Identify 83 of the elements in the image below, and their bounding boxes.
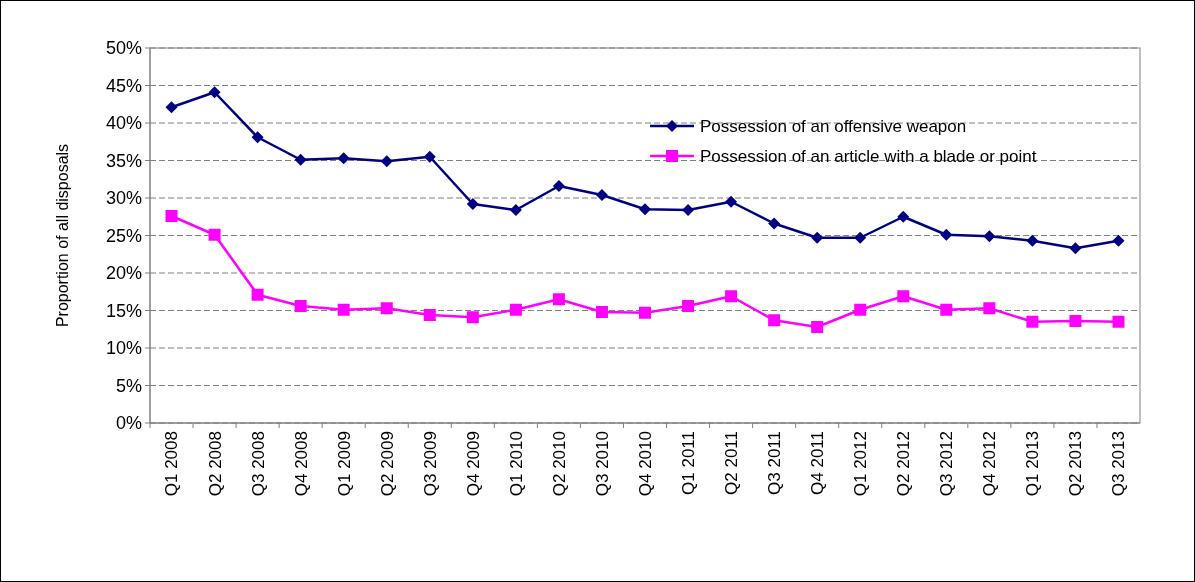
x-tick-label: Q2 2008 <box>205 431 225 497</box>
y-tick-label: 35% <box>105 150 142 171</box>
x-tick-label: Q3 2011 <box>765 431 785 495</box>
x-tick-label: Q1 2013 <box>1023 431 1043 497</box>
y-tick-label: 15% <box>105 300 142 321</box>
x-tick-label: Q4 2012 <box>980 431 1000 497</box>
point <box>595 189 608 201</box>
point <box>854 303 867 316</box>
x-tick-label: Q3 2013 <box>1109 431 1129 497</box>
point <box>165 210 178 222</box>
x-tick-label: Q3 2012 <box>937 431 957 497</box>
x-tick-label: Q4 2008 <box>291 431 311 497</box>
point <box>208 86 221 99</box>
x-tick-label: Q4 2009 <box>463 431 483 497</box>
x-tick-label: Q1 2011 <box>678 431 698 495</box>
point <box>165 101 178 114</box>
point <box>897 210 910 223</box>
x-tick-label: Q4 2010 <box>635 431 655 497</box>
point <box>337 303 350 316</box>
point <box>552 180 565 192</box>
point <box>768 314 781 327</box>
x-tick-label: Q2 2010 <box>549 431 569 497</box>
point <box>811 231 824 244</box>
x-tick-label: Q1 2009 <box>334 431 354 497</box>
x-tick-label: Q1 2008 <box>162 431 182 497</box>
point <box>466 198 479 210</box>
legend-label: Possession of an offensive weapon <box>700 116 967 136</box>
point <box>1026 234 1039 247</box>
point <box>639 203 651 216</box>
x-tick-label: Q1 2012 <box>851 431 871 497</box>
y-tick-label: 0% <box>115 413 142 434</box>
point <box>208 228 221 241</box>
point <box>509 204 522 216</box>
point <box>380 302 393 315</box>
point <box>811 321 824 333</box>
point <box>768 217 781 230</box>
point <box>337 152 350 165</box>
point <box>854 231 867 244</box>
point <box>983 230 996 243</box>
y-tick-label: 40% <box>105 113 142 134</box>
point <box>940 303 953 316</box>
x-tick-label: Q3 2009 <box>420 431 440 497</box>
x-tick-label: Q2 2013 <box>1066 431 1086 497</box>
x-tick-label: Q2 2011 <box>722 431 742 495</box>
x-tick-label: Q3 2010 <box>592 431 612 497</box>
y-tick-label: 25% <box>105 225 142 246</box>
point <box>682 300 695 312</box>
y-tick-label: 30% <box>105 188 142 209</box>
point <box>251 288 264 301</box>
y-axis-title: Proportion of all disposals <box>54 143 71 328</box>
legend-label: Possession of an article with a blade or point <box>700 146 1037 166</box>
point <box>509 303 522 316</box>
point <box>1026 315 1039 328</box>
point <box>682 204 695 216</box>
point <box>1069 315 1082 327</box>
y-tick-label: 5% <box>115 375 142 396</box>
point <box>725 290 738 303</box>
point <box>423 309 436 321</box>
point <box>423 150 436 163</box>
x-tick-label: Q2 2009 <box>377 431 397 497</box>
point <box>897 290 910 303</box>
point <box>552 293 565 306</box>
x-tick-label: Q3 2008 <box>248 431 268 497</box>
point <box>595 306 608 318</box>
point <box>466 311 479 324</box>
point <box>294 300 307 312</box>
x-tick-label: Q1 2010 <box>506 431 526 497</box>
point <box>983 302 996 315</box>
point <box>639 306 651 319</box>
y-tick-label: 10% <box>105 338 142 359</box>
point <box>940 228 953 241</box>
y-tick-label: 50% <box>105 38 142 59</box>
y-tick-label: 45% <box>105 75 142 96</box>
point <box>1112 315 1125 328</box>
y-tick-label: 20% <box>105 263 142 284</box>
x-tick-label: Q2 2012 <box>894 431 914 497</box>
point <box>380 155 393 168</box>
point <box>251 131 264 144</box>
point <box>725 195 738 208</box>
point <box>1069 242 1082 255</box>
point <box>1112 234 1125 247</box>
x-tick-label: Q4 2011 <box>808 431 828 495</box>
point <box>294 153 307 166</box>
